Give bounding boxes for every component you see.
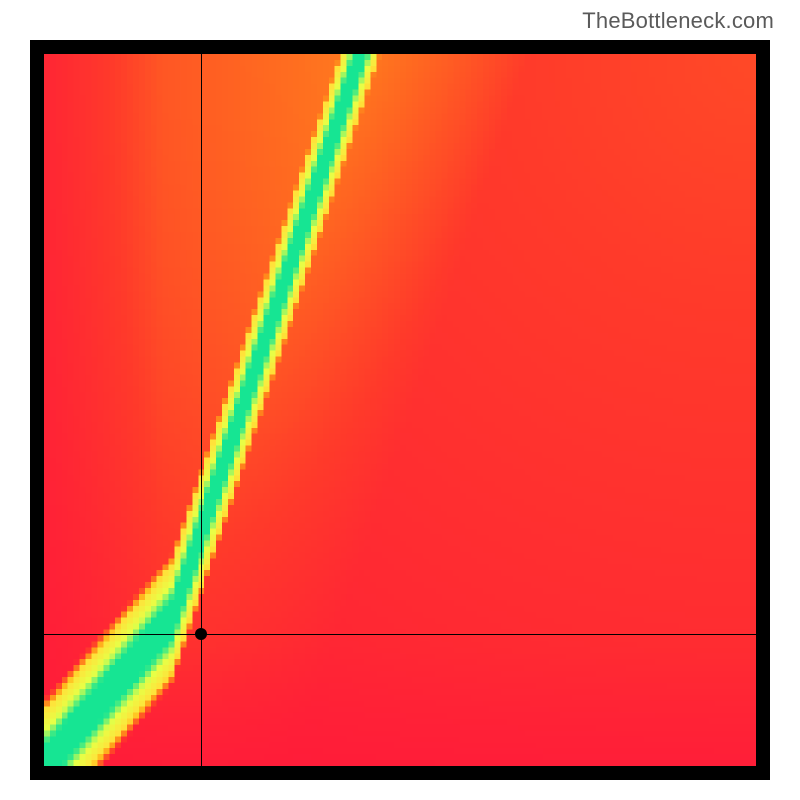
container: TheBottleneck.com bbox=[0, 0, 800, 800]
crosshair-marker bbox=[195, 628, 207, 640]
crosshair-horizontal bbox=[44, 634, 756, 635]
heatmap-canvas bbox=[44, 54, 756, 766]
watermark-text: TheBottleneck.com bbox=[582, 8, 774, 34]
crosshair-vertical bbox=[201, 54, 202, 766]
